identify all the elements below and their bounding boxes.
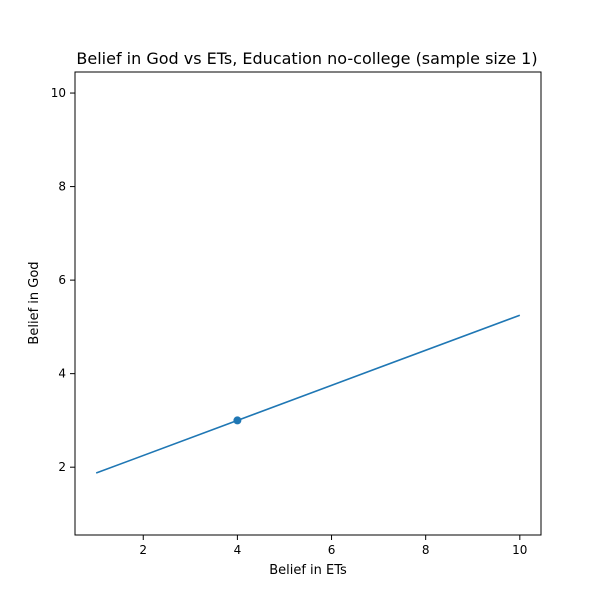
fit-line	[95, 314, 521, 474]
y-tick-label: 10	[51, 86, 66, 100]
y-axis-label: Belief in God	[27, 261, 42, 344]
plot-frame	[74, 71, 542, 536]
x-tick-label: 4	[234, 543, 242, 557]
x-axis-label: Belief in ETs	[269, 563, 347, 578]
y-tick-label: 2	[58, 460, 66, 474]
x-tick-label: 8	[422, 543, 430, 557]
y-tick-label: 6	[58, 273, 66, 287]
x-tick-label: 6	[328, 543, 336, 557]
y-tick-label: 8	[58, 180, 66, 194]
chart-title: Belief in God vs ETs, Education no-colle…	[76, 49, 537, 68]
x-axis-ticks: 2 4 6 8 10	[139, 535, 527, 557]
x-tick-label: 10	[512, 543, 527, 557]
y-axis-ticks: 2 4 6 8 10	[51, 86, 75, 474]
x-tick-label: 2	[139, 543, 147, 557]
y-tick-label: 4	[58, 367, 66, 381]
plot-area: 2 4 6 8 10 2 4 6 8 10	[51, 71, 542, 557]
series-layer	[95, 314, 521, 474]
